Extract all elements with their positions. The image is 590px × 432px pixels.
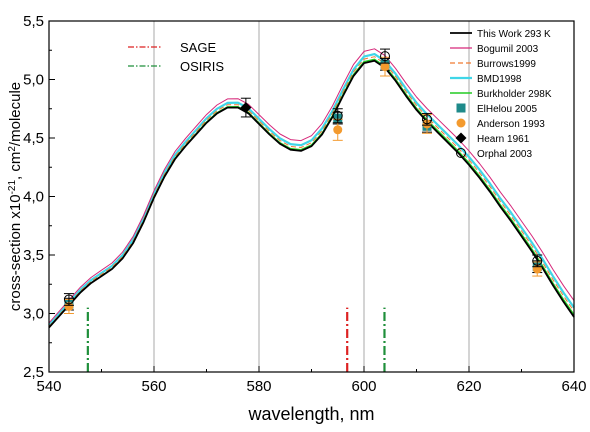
legend-label: Hearn 1961 <box>477 134 530 145</box>
series-line-0 <box>48 59 575 329</box>
legend-label: Burrows1999 <box>477 59 536 70</box>
legend-label: Anderson 1993 <box>477 119 545 130</box>
y-axis-label-part: , cm <box>7 152 24 180</box>
y-tick-label: 4,0 <box>23 189 44 206</box>
y-axis-label-part: -21 <box>7 180 18 195</box>
y-tick-label: 2,5 <box>23 364 44 381</box>
y-axis-label: cross-section x10-21, cm2/molecule <box>7 82 25 311</box>
data-point-2 <box>240 102 252 114</box>
legend-label: BMD1998 <box>477 74 522 85</box>
legend-marker-1 <box>456 118 466 128</box>
legend-marker-0 <box>456 103 466 113</box>
annotation-label: SAGE <box>180 40 216 55</box>
y-tick-label: 5,0 <box>23 72 44 89</box>
legend: This Work 293 K Bogumil 2003 Burrows1999 BM… <box>450 29 552 160</box>
y-tick-label: 3,0 <box>23 306 44 323</box>
x-tick-label: 620 <box>456 378 481 395</box>
y-axis-label-part: /molecule <box>7 82 24 146</box>
y-tick-label: 5,5 <box>23 13 44 30</box>
series-line-3 <box>48 53 575 326</box>
legend-label: Orphal 2003 <box>477 149 532 160</box>
data-point-1 <box>64 301 74 311</box>
y-axis-label-part: 2 <box>7 146 18 152</box>
data-point-3 <box>332 110 343 121</box>
x-tick-label: 540 <box>36 378 61 395</box>
y-tick-label: 4,5 <box>23 130 44 147</box>
data-points-layer <box>63 48 543 314</box>
data-point-3 <box>63 294 74 305</box>
annotation-layer <box>86 307 386 372</box>
legend-label: ElHelou 2005 <box>477 104 537 115</box>
x-tick-label: 640 <box>561 378 586 395</box>
series-line-1 <box>48 48 575 324</box>
axis-ticks: 540 560 580 600 620 640 2,5 3,0 3,5 4,0 4,5 5,0 5,5 <box>23 13 586 395</box>
data-point-3 <box>422 114 432 125</box>
legend-label: This Work 293 K <box>477 29 551 40</box>
data-point-1 <box>333 125 343 135</box>
x-tick-label: 580 <box>246 378 271 395</box>
y-axis-label-part: cross-section x10 <box>7 194 24 311</box>
series-layer <box>48 48 575 329</box>
data-point-3 <box>532 255 543 266</box>
x-tick-label: 600 <box>351 378 376 395</box>
annotation-label: OSIRIS <box>180 59 224 74</box>
y-tick-label: 3,5 <box>23 247 44 264</box>
legend-label: Bogumil 2003 <box>477 44 539 55</box>
legend-marker-3 <box>456 148 466 158</box>
legend-label: Burkholder 298K <box>477 89 552 100</box>
x-axis-label: wavelength, nm <box>247 404 374 424</box>
legend-marker-2 <box>455 132 467 144</box>
data-point-1 <box>380 62 390 72</box>
annotation-legend: SAGE OSIRIS <box>128 40 224 74</box>
x-tick-label: 560 <box>141 378 166 395</box>
data-point-3 <box>380 51 390 62</box>
